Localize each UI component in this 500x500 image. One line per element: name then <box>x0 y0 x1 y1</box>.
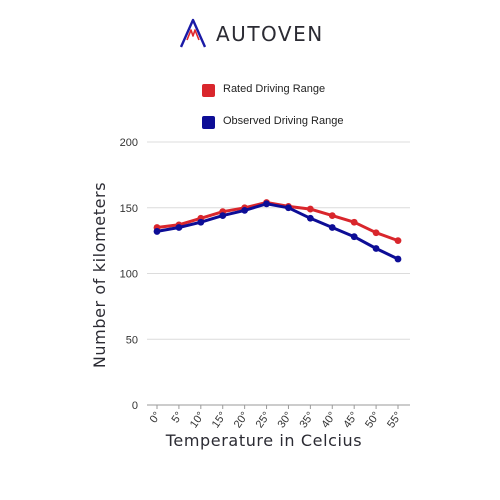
x-tick-label: 0° <box>148 410 164 426</box>
data-point-series-0 <box>394 237 402 245</box>
legend-swatch-rated <box>202 84 215 97</box>
brand-name: AUTOVEN <box>216 22 324 46</box>
legend-swatch-observed <box>202 116 215 129</box>
legend-label-observed: Observed Driving Range <box>223 115 344 127</box>
data-point-series-1 <box>153 228 161 235</box>
data-point-series-1 <box>197 218 205 226</box>
y-tick-label: 150 <box>120 203 138 215</box>
data-point-series-0 <box>350 218 358 226</box>
data-point-series-1 <box>306 214 314 222</box>
data-point-series-0 <box>372 229 380 237</box>
x-tick-label: 40° <box>319 410 338 431</box>
autoven-logo-icon <box>180 18 206 48</box>
x-tick-label: 55° <box>385 410 404 431</box>
data-point-series-1 <box>394 255 402 263</box>
data-point-series-1 <box>328 224 336 231</box>
y-tick-label: 0 <box>132 400 138 412</box>
x-tick-label: 25° <box>254 410 273 431</box>
y-axis-title: Number of kilometers <box>90 182 109 368</box>
y-tick-label: 200 <box>120 137 138 149</box>
x-tick-label: 35° <box>297 410 316 431</box>
data-point-series-0 <box>306 205 314 213</box>
x-tick-label: 30° <box>276 410 295 431</box>
legend-label-rated: Rated Driving Range <box>223 83 326 95</box>
data-point-series-1 <box>285 204 292 212</box>
data-point-series-1 <box>219 212 227 220</box>
x-tick-label: 20° <box>232 410 251 431</box>
x-tick-label: 15° <box>210 410 229 431</box>
data-point-series-1 <box>372 245 380 252</box>
x-tick-label: 5° <box>169 410 185 426</box>
x-axis-title: Temperature in Celcius <box>165 431 363 450</box>
x-tick-label: 10° <box>188 410 207 431</box>
data-point-series-1 <box>350 233 358 241</box>
data-point-series-0 <box>328 212 336 220</box>
data-point-series-1 <box>175 224 183 231</box>
x-tick-label: 45° <box>341 410 360 431</box>
data-point-series-1 <box>241 206 249 214</box>
brand-header: AUTOVEN <box>0 14 500 54</box>
data-point-series-1 <box>263 200 270 208</box>
y-tick-label: 100 <box>120 269 138 281</box>
y-tick-label: 50 <box>126 334 138 346</box>
x-tick-label: 50° <box>363 410 382 431</box>
series-line-1 <box>155 202 400 261</box>
